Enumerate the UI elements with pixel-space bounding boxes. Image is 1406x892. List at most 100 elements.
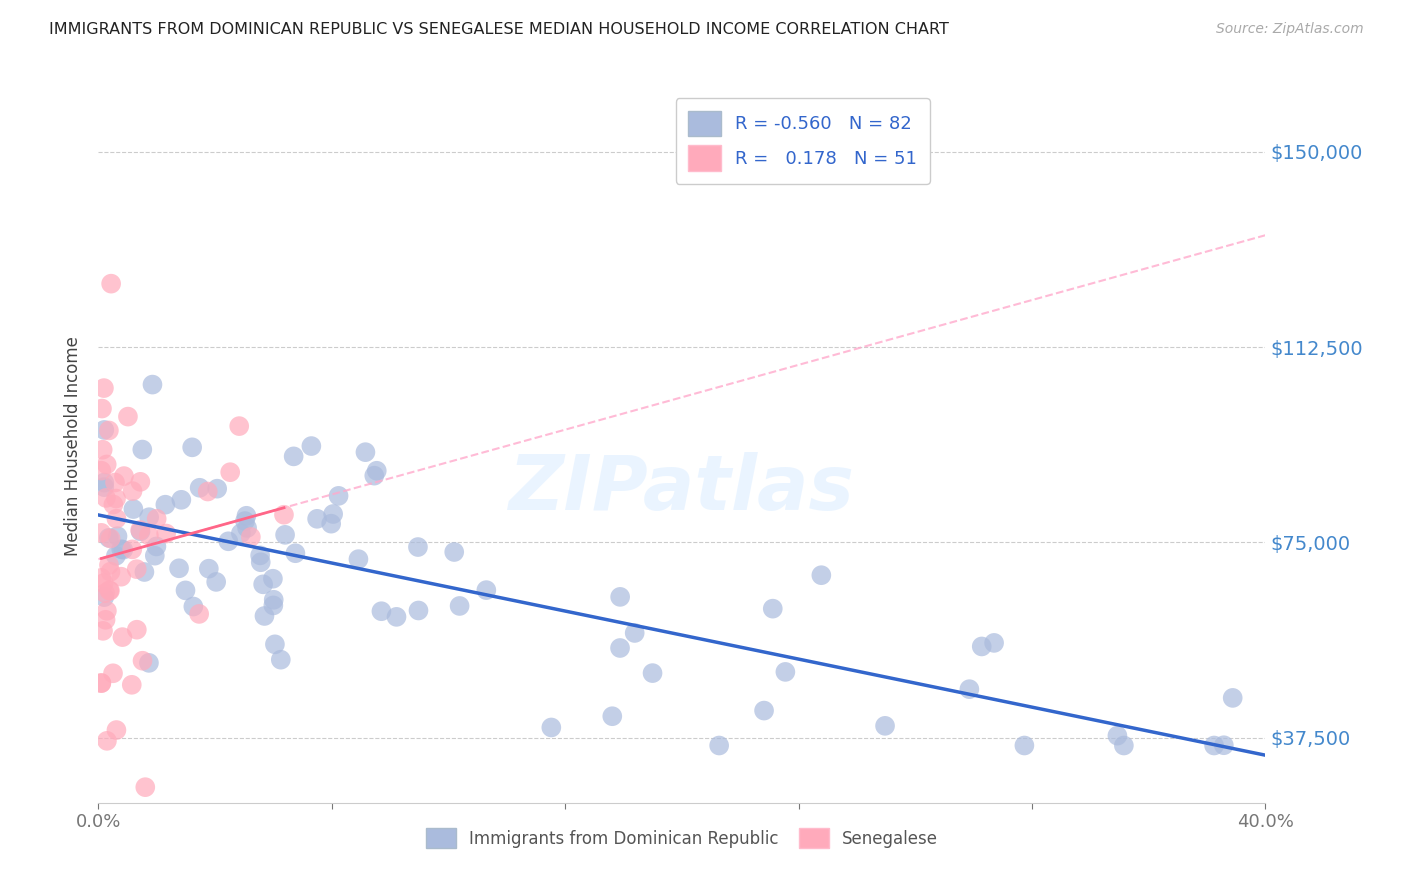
- Point: [105, 511, 128, 525]
- Point: [873, 719, 896, 733]
- Point: [264, 637, 287, 651]
- Point: [104, 475, 127, 490]
- Point: [188, 607, 211, 621]
- Point: [138, 656, 160, 670]
- Point: [239, 530, 262, 544]
- Point: [406, 540, 429, 554]
- Point: [205, 482, 228, 496]
- Point: [810, 568, 832, 582]
- Point: [307, 512, 329, 526]
- Point: [205, 574, 228, 589]
- Point: [181, 440, 204, 454]
- Point: [957, 682, 980, 697]
- Point: [408, 603, 430, 617]
- Point: [94, 613, 117, 627]
- Point: [229, 526, 252, 541]
- Point: [363, 468, 385, 483]
- Point: [90, 676, 112, 690]
- Point: [91, 401, 114, 416]
- Point: [94, 491, 117, 505]
- Point: [93, 576, 115, 591]
- Point: [98, 558, 121, 572]
- Point: [752, 704, 775, 718]
- Point: [125, 623, 148, 637]
- Point: [122, 502, 145, 516]
- Point: [93, 590, 115, 604]
- Point: [775, 665, 797, 679]
- Point: [100, 532, 122, 546]
- Point: [98, 583, 121, 598]
- Point: [707, 739, 730, 753]
- Point: [94, 586, 117, 600]
- Point: [117, 409, 139, 424]
- Point: [110, 542, 132, 557]
- Point: [121, 542, 143, 557]
- Point: [111, 630, 134, 644]
- Point: [970, 640, 993, 654]
- Point: [105, 491, 128, 506]
- Point: [93, 480, 115, 494]
- Point: [609, 590, 631, 604]
- Point: [104, 549, 127, 563]
- Point: [321, 516, 343, 531]
- Point: [540, 721, 562, 735]
- Point: [983, 636, 1005, 650]
- Point: [145, 512, 167, 526]
- Text: Source: ZipAtlas.com: Source: ZipAtlas.com: [1216, 22, 1364, 37]
- Y-axis label: Median Household Income: Median Household Income: [65, 336, 83, 556]
- Point: [98, 583, 121, 598]
- Point: [273, 508, 295, 522]
- Point: [131, 654, 153, 668]
- Point: [100, 565, 122, 579]
- Point: [235, 508, 257, 523]
- Point: [96, 604, 118, 618]
- Point: [155, 498, 177, 512]
- Point: [641, 666, 664, 681]
- Point: [1204, 739, 1226, 753]
- Point: [97, 424, 120, 438]
- Point: [370, 604, 392, 618]
- Point: [283, 450, 305, 464]
- Point: [262, 599, 284, 613]
- Point: [131, 442, 153, 457]
- Point: [475, 583, 498, 598]
- Point: [228, 419, 250, 434]
- Point: [129, 523, 152, 537]
- Point: [217, 534, 239, 549]
- Point: [107, 529, 129, 543]
- Point: [233, 514, 256, 528]
- Point: [270, 653, 292, 667]
- Point: [143, 549, 166, 563]
- Point: [623, 626, 645, 640]
- Point: [354, 445, 377, 459]
- Point: [125, 562, 148, 576]
- Point: [145, 540, 167, 554]
- Point: [449, 599, 471, 613]
- Point: [110, 570, 132, 584]
- Point: [1222, 690, 1244, 705]
- Point: [328, 489, 350, 503]
- Point: [167, 561, 190, 575]
- Point: [170, 492, 193, 507]
- Point: [183, 599, 205, 614]
- Point: [90, 525, 112, 540]
- Point: [249, 555, 271, 569]
- Point: [236, 521, 259, 535]
- Point: [93, 381, 115, 395]
- Point: [347, 552, 370, 566]
- Point: [96, 734, 118, 748]
- Point: [443, 545, 465, 559]
- Point: [97, 531, 120, 545]
- Point: [1112, 739, 1135, 753]
- Point: [121, 678, 143, 692]
- Point: [263, 592, 285, 607]
- Point: [253, 609, 276, 624]
- Point: [252, 577, 274, 591]
- Legend: Immigrants from Dominican Republic, Senegalese: Immigrants from Dominican Republic, Sene…: [419, 822, 945, 855]
- Point: [366, 464, 388, 478]
- Point: [1107, 729, 1129, 743]
- Point: [138, 528, 160, 542]
- Point: [91, 442, 114, 457]
- Point: [134, 565, 156, 579]
- Point: [262, 572, 284, 586]
